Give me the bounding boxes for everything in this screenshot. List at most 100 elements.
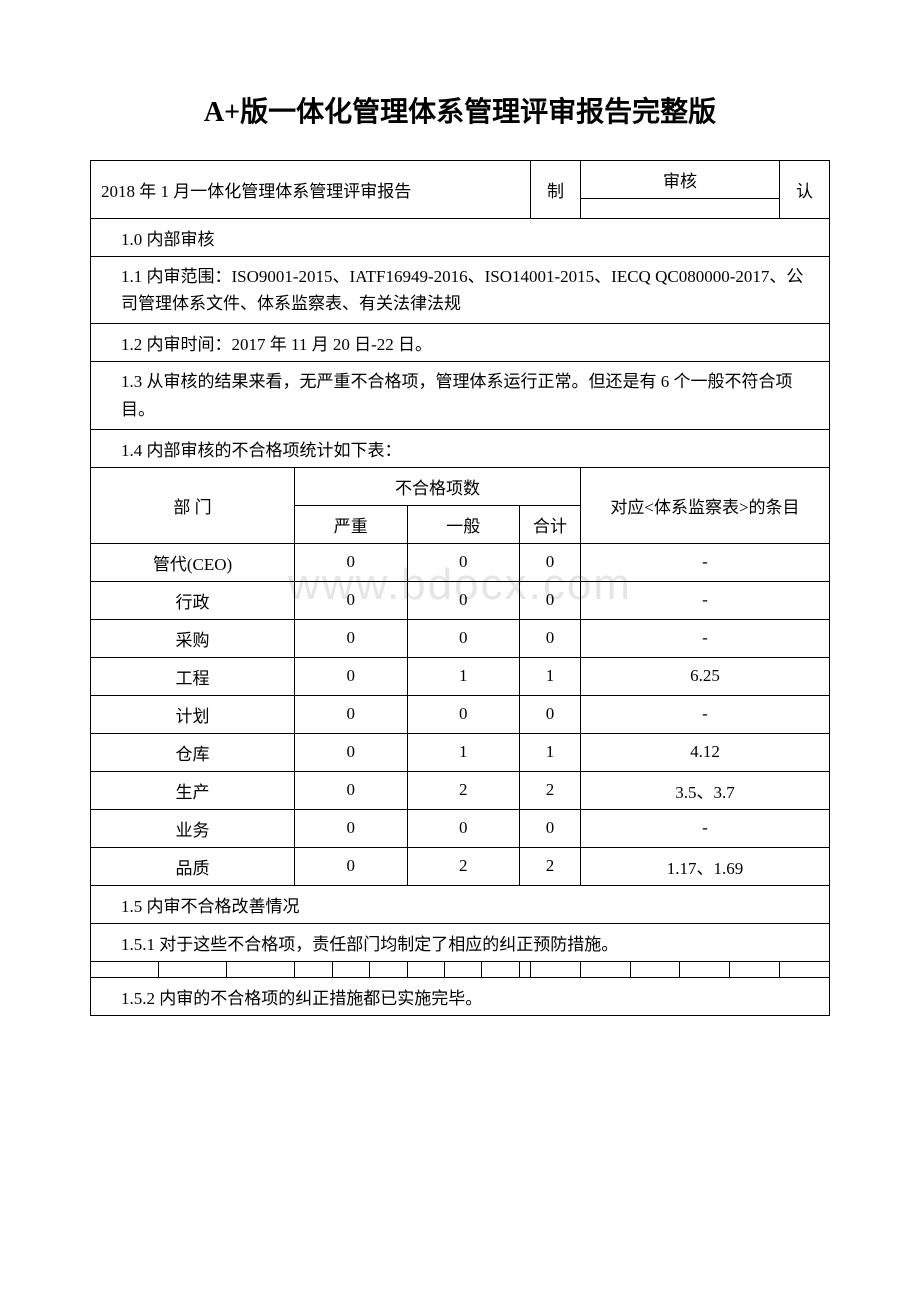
general-cell: 0 <box>407 809 520 847</box>
table-row: 仓库 0 1 1 4.12 <box>91 733 830 771</box>
ref-cell: 6.25 <box>580 657 829 695</box>
total-cell: 2 <box>520 771 581 809</box>
divider-cell <box>332 961 369 977</box>
divider-cell <box>630 961 680 977</box>
general-cell: 0 <box>407 695 520 733</box>
divider-cell <box>159 961 227 977</box>
section-1-0-row: 1.0 内部审核 <box>91 219 830 257</box>
table-row: 生产 0 2 2 3.5、3.7 <box>91 771 830 809</box>
col-severe: 严重 <box>295 505 408 543</box>
severe-cell: 0 <box>295 733 408 771</box>
report-table: 2018 年 1 月一体化管理体系管理评审报告 制 审核 认 1.0 内部审核 … <box>90 160 830 1016</box>
section-1-3: 1.3 从审核的结果来看，无严重不合格项，管理体系运行正常。但还是有 6 个一般… <box>91 362 830 429</box>
severe-cell: 0 <box>295 695 408 733</box>
section-1-1-row: 1.1 内审范围：ISO9001-2015、IATF16949-2016、ISO… <box>91 257 830 324</box>
divider-cell <box>91 961 159 977</box>
col-total: 合计 <box>520 505 581 543</box>
table-row: 采购 0 0 0 - <box>91 619 830 657</box>
severe-cell: 0 <box>295 771 408 809</box>
ref-cell: - <box>580 543 829 581</box>
general-cell: 2 <box>407 847 520 885</box>
dept-cell: 生产 <box>91 771 295 809</box>
table-row: 品质 0 2 2 1.17、1.69 <box>91 847 830 885</box>
header-approve-label: 认 <box>780 161 830 219</box>
severe-cell: 0 <box>295 847 408 885</box>
section-1-3-row: 1.3 从审核的结果来看，无严重不合格项，管理体系运行正常。但还是有 6 个一般… <box>91 362 830 429</box>
ref-cell: - <box>580 581 829 619</box>
divider-cell <box>580 961 630 977</box>
total-cell: 0 <box>520 581 581 619</box>
col-dept: 部 门 <box>91 467 295 543</box>
severe-cell: 0 <box>295 581 408 619</box>
ref-cell: - <box>580 695 829 733</box>
ref-cell: 1.17、1.69 <box>580 847 829 885</box>
col-nonconform: 不合格项数 <box>295 467 581 505</box>
divider-cell <box>445 961 482 977</box>
dept-cell: 采购 <box>91 619 295 657</box>
total-cell: 1 <box>520 657 581 695</box>
section-1-5: 1.5 内审不合格改善情况 <box>91 885 830 923</box>
divider-cell <box>295 961 332 977</box>
table-row: 业务 0 0 0 - <box>91 809 830 847</box>
dept-cell: 工程 <box>91 657 295 695</box>
section-1-5-1-row: 1.5.1 对于这些不合格项，责任部门均制定了相应的纠正预防措施。 <box>91 923 830 961</box>
dept-cell: 计划 <box>91 695 295 733</box>
general-cell: 2 <box>407 771 520 809</box>
section-1-5-2: 1.5.2 内审的不合格项的纠正措施都已实施完毕。 <box>91 977 830 1015</box>
table-row: 计划 0 0 0 - <box>91 695 830 733</box>
total-cell: 0 <box>520 809 581 847</box>
severe-cell: 0 <box>295 657 408 695</box>
section-1-1: 1.1 内审范围：ISO9001-2015、IATF16949-2016、ISO… <box>91 257 830 324</box>
divider-cell <box>730 961 780 977</box>
header-audit-label: 审核 <box>580 161 779 199</box>
severe-cell: 0 <box>295 543 408 581</box>
section-1-2: 1.2 内审时间：2017 年 11 月 20 日-22 日。 <box>91 324 830 362</box>
total-cell: 0 <box>520 543 581 581</box>
general-cell: 1 <box>407 657 520 695</box>
table-row: 管代(CEO) 0 0 0 - <box>91 543 830 581</box>
section-1-5-2-row: 1.5.2 内审的不合格项的纠正措施都已实施完毕。 <box>91 977 830 1015</box>
table-row: 工程 0 1 1 6.25 <box>91 657 830 695</box>
page-title: A+版一体化管理体系管理评审报告完整版 <box>90 90 830 130</box>
divider-cell <box>780 961 830 977</box>
header-make-label: 制 <box>530 161 580 219</box>
data-header-row-1: 部 门 不合格项数 对应<体系监察表>的条目 <box>91 467 830 505</box>
ref-cell: - <box>580 809 829 847</box>
severe-cell: 0 <box>295 809 408 847</box>
ref-cell: - <box>580 619 829 657</box>
general-cell: 0 <box>407 619 520 657</box>
general-cell: 1 <box>407 733 520 771</box>
ref-cell: 3.5、3.7 <box>580 771 829 809</box>
total-cell: 0 <box>520 619 581 657</box>
general-cell: 0 <box>407 543 520 581</box>
section-1-0: 1.0 内部审核 <box>91 219 830 257</box>
severe-cell: 0 <box>295 619 408 657</box>
dept-cell: 管代(CEO) <box>91 543 295 581</box>
dept-cell: 行政 <box>91 581 295 619</box>
divider-cell <box>227 961 295 977</box>
section-1-5-1: 1.5.1 对于这些不合格项，责任部门均制定了相应的纠正预防措施。 <box>91 923 830 961</box>
total-cell: 0 <box>520 695 581 733</box>
section-1-2-row: 1.2 内审时间：2017 年 11 月 20 日-22 日。 <box>91 324 830 362</box>
divider-cell <box>369 961 407 977</box>
total-cell: 1 <box>520 733 581 771</box>
table-row: 行政 0 0 0 - <box>91 581 830 619</box>
section-1-4-row: 1.4 内部审核的不合格项统计如下表： <box>91 429 830 467</box>
header-row: 2018 年 1 月一体化管理体系管理评审报告 制 审核 认 <box>91 161 830 199</box>
ref-cell: 4.12 <box>580 733 829 771</box>
section-1-5-row: 1.5 内审不合格改善情况 <box>91 885 830 923</box>
divider-cell <box>680 961 730 977</box>
divider-cell <box>530 961 580 977</box>
header-audit-empty <box>580 199 779 219</box>
divider-cell <box>520 961 531 977</box>
report-header-title: 2018 年 1 月一体化管理体系管理评审报告 <box>91 161 531 219</box>
divider-cell <box>482 961 520 977</box>
dept-cell: 业务 <box>91 809 295 847</box>
divider-row <box>91 961 830 977</box>
col-general: 一般 <box>407 505 520 543</box>
col-ref: 对应<体系监察表>的条目 <box>580 467 829 543</box>
general-cell: 0 <box>407 581 520 619</box>
divider-cell <box>407 961 444 977</box>
dept-cell: 品质 <box>91 847 295 885</box>
dept-cell: 仓库 <box>91 733 295 771</box>
